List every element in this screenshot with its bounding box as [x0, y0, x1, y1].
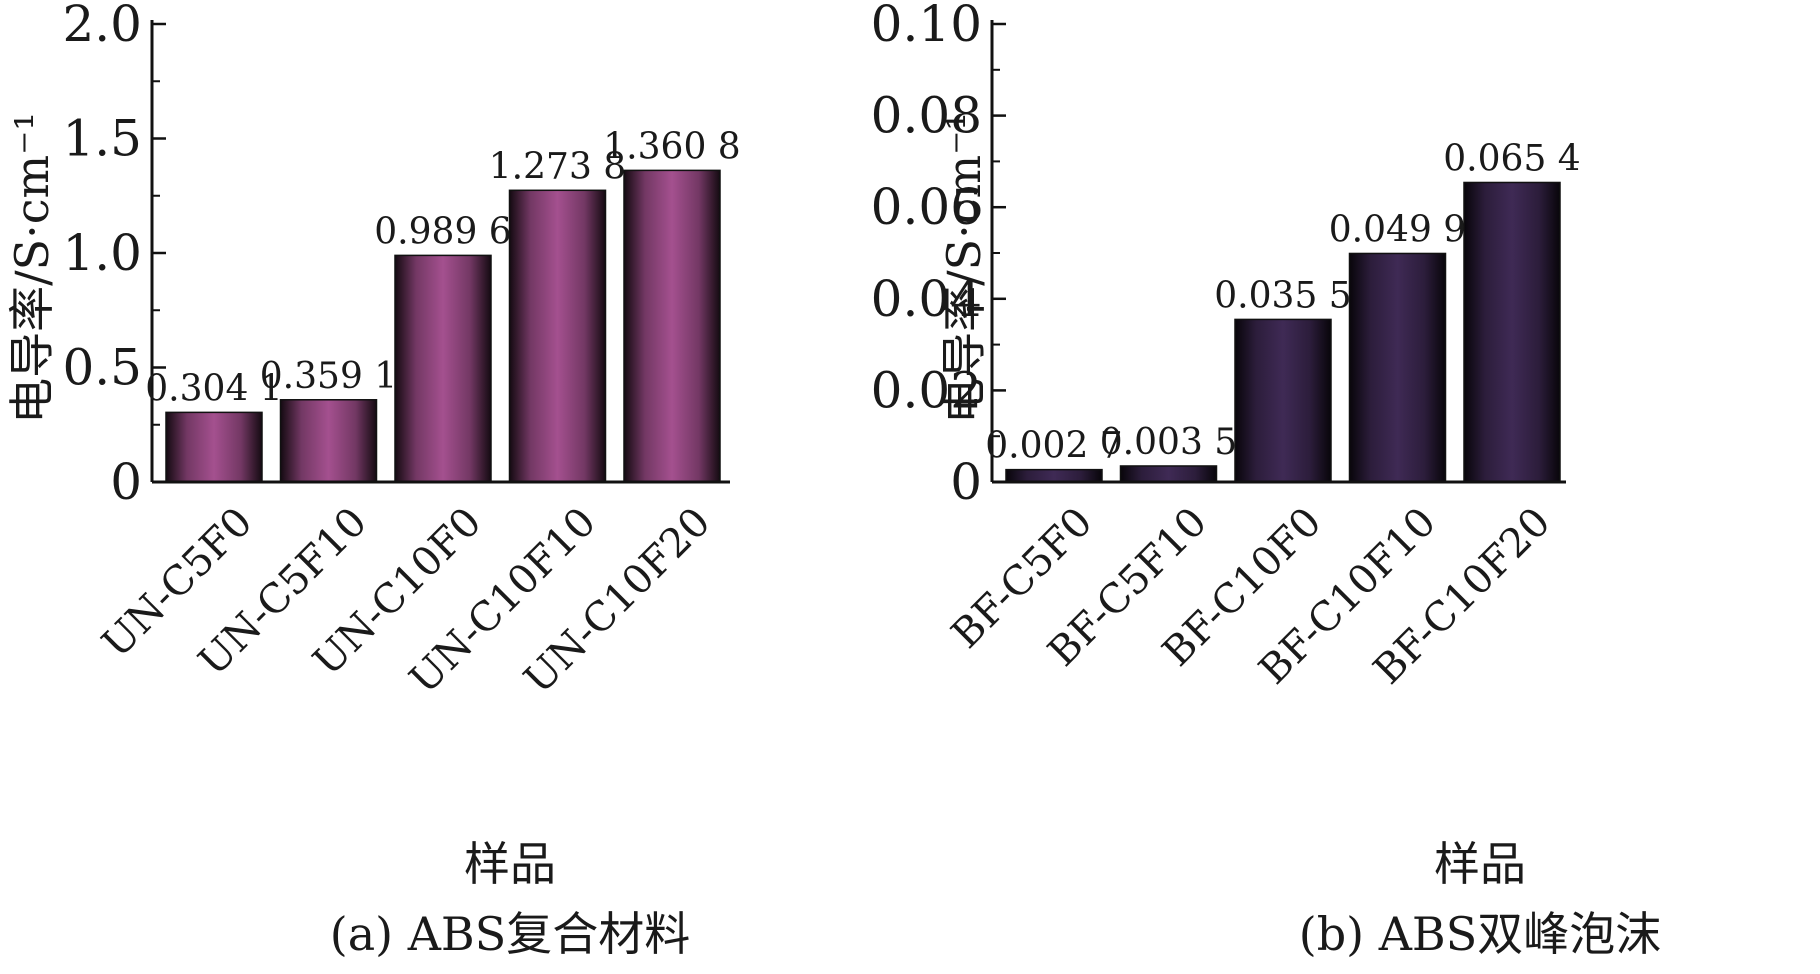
data-label: 0.002 7 — [985, 426, 1122, 467]
y-tick-label: 0 — [110, 453, 142, 511]
bar-bf-c10f20 — [1463, 181, 1561, 483]
y-tick-label: 1.0 — [62, 224, 142, 282]
y-tick-label: 0.04 — [871, 270, 982, 328]
data-label: 1.360 8 — [603, 126, 740, 167]
y-tick-label: 2.0 — [62, 0, 142, 53]
y-axis-title: 电导率/S·cm⁻¹ — [5, 112, 59, 424]
axes-group — [990, 20, 1566, 484]
bar-bf-c5f0 — [1005, 468, 1103, 483]
bars-group — [1005, 181, 1561, 483]
data-label: 0.003 5 — [1100, 422, 1237, 463]
bar-un-c10f0 — [394, 254, 492, 483]
bar-un-c5f10 — [279, 399, 378, 483]
data-label: 1.273 8 — [489, 146, 626, 187]
x-axis-title: 样品 — [464, 837, 556, 891]
bar-bf-c10f10 — [1348, 252, 1447, 483]
y-tick-label: 0 — [950, 453, 982, 511]
y-axis-title: 电导率/S·cm⁻¹ — [937, 112, 991, 424]
x-axis-title: 样品 — [1434, 837, 1526, 891]
bar-bf-c5f10 — [1119, 465, 1218, 483]
y-tick-label: 0.08 — [871, 87, 982, 145]
bars-group — [165, 169, 721, 483]
data-label: 0.989 6 — [374, 211, 511, 252]
axes-group — [150, 20, 730, 484]
bar-un-c10f10 — [508, 189, 607, 483]
data-label: 0.035 5 — [1214, 275, 1351, 316]
data-label: 0.049 9 — [1329, 209, 1466, 250]
y-tick-label: 0.02 — [871, 361, 982, 419]
data-label: 0.359 1 — [260, 356, 397, 397]
y-tick-label: 0.5 — [62, 339, 142, 397]
bar-un-c10f20 — [623, 169, 721, 483]
panel-caption: (b) ABS双峰泡沫 — [1299, 907, 1662, 961]
data-label: 0.304 1 — [145, 368, 282, 409]
y-tick-label: 1.5 — [62, 110, 142, 168]
y-tick-label: 0.06 — [871, 178, 982, 236]
y-tick-label: 0.10 — [871, 0, 982, 53]
bar-bf-c10f0 — [1234, 318, 1332, 483]
data-label: 0.065 4 — [1443, 138, 1580, 179]
bar-un-c5f0 — [165, 411, 263, 483]
panel-caption: (a) ABS复合材料 — [330, 907, 690, 961]
